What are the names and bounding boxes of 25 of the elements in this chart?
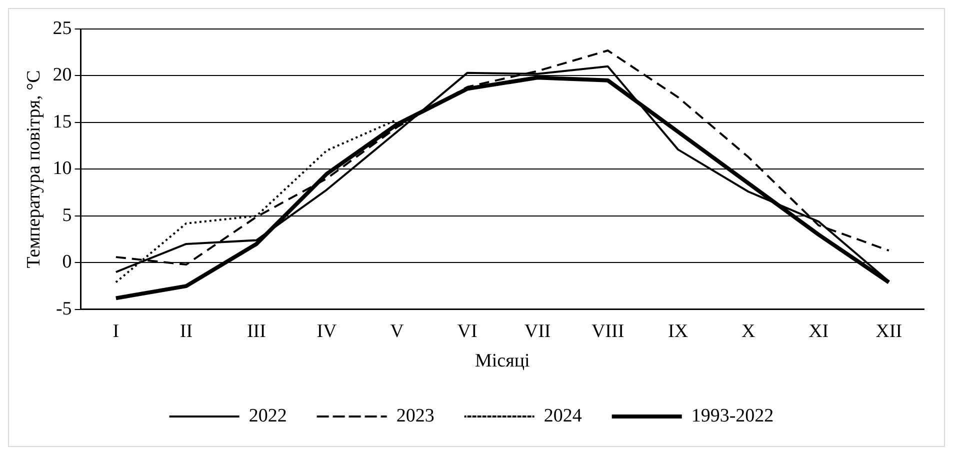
x-tick-label: IX	[668, 320, 688, 342]
x-tick-label: X	[741, 320, 756, 342]
y-axis-title: Температура повітря, °C	[23, 70, 44, 268]
y-tick-label: 5	[62, 204, 72, 226]
legend-label: 1993-2022	[691, 405, 774, 426]
x-tick-label: II	[180, 320, 193, 342]
x-tick-label: VII	[524, 320, 551, 342]
x-tick-label: I	[112, 320, 120, 342]
x-tick-label: V	[390, 320, 404, 342]
y-tick-label: 0	[62, 252, 72, 273]
y-tick-label: 25	[52, 18, 72, 39]
x-tick-label: IV	[316, 320, 338, 342]
y-tick-label: 20	[52, 64, 72, 86]
x-tick-label: XII	[876, 320, 902, 342]
y-tick-label: 15	[52, 111, 72, 132]
y-tick-label: -5	[56, 298, 72, 320]
legend-label: 2024	[544, 405, 582, 426]
x-tick-label: XI	[808, 320, 829, 342]
legend-label: 2022	[248, 405, 287, 426]
legend-label: 2023	[396, 405, 434, 426]
x-tick-label: III	[246, 320, 266, 342]
x-tick-label: VIII	[591, 320, 624, 342]
x-axis-title: Місяці	[475, 350, 530, 372]
y-tick-label: 10	[52, 158, 72, 180]
x-tick-label: VI	[457, 320, 478, 342]
